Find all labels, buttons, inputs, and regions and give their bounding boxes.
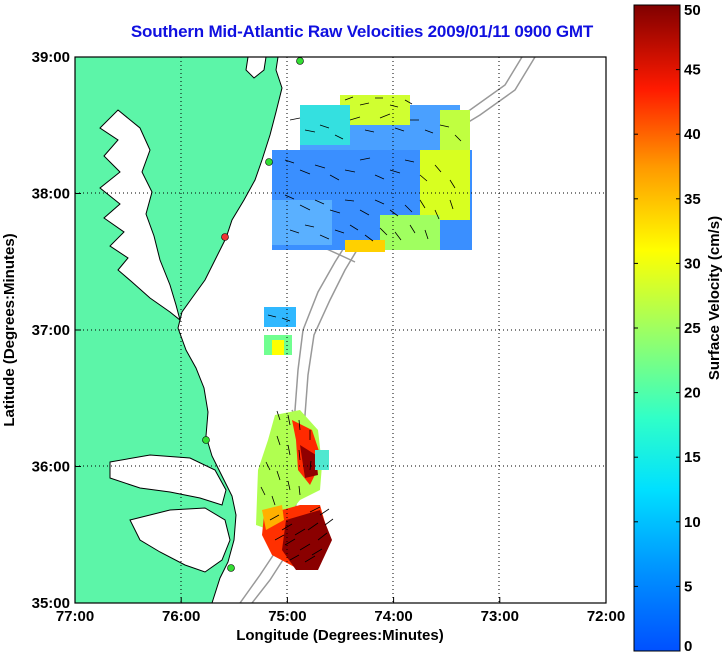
y-tick-label: 38:00 (32, 186, 70, 203)
x-tick-label: 75:00 (268, 608, 306, 625)
velocity-field-south (256, 410, 332, 570)
colorbar-tick-label: 10 (684, 514, 701, 531)
albemarle-sound (109, 454, 227, 506)
x-tick-label: 74:00 (374, 608, 412, 625)
colorbar-tick-label: 45 (684, 62, 701, 79)
colorbar (633, 4, 681, 652)
colorbar-label: Surface Velocity (cm/s) (706, 216, 723, 380)
colorbar-tick-label: 20 (684, 385, 701, 402)
station-markers (202, 57, 304, 572)
colorbar-tick-label: 0 (684, 638, 692, 655)
chesapeake-bay (99, 109, 181, 322)
y-tick-label: 36:00 (32, 459, 70, 476)
x-tick-label: 72:00 (587, 608, 625, 625)
velocity-field-north (272, 95, 472, 252)
map-title: Southern Mid-Atlantic Raw Velocities 200… (130, 22, 594, 41)
x-tick-label: 76:00 (162, 608, 200, 625)
grid-lines (75, 57, 606, 603)
colorbar-tick-label: 30 (684, 255, 701, 272)
colorbar-tick-label: 15 (684, 449, 701, 466)
y-tick-label: 37:00 (32, 322, 70, 339)
colorbar-tick-label: 40 (684, 126, 701, 143)
colorbar-tick-label: 35 (684, 191, 701, 208)
colorbar-tick-label: 50 (684, 2, 701, 19)
velocity-field-mid (264, 307, 296, 355)
colorbar-tick-label: 5 (684, 578, 692, 595)
delaware-bay (245, 57, 267, 79)
velocity-vectors (260, 96, 462, 563)
x-axis-ticks: 77:00 76:00 75:00 74:00 73:00 72:00 (56, 597, 625, 625)
x-axis-label: Longitude (Degrees:Minutes) (236, 627, 444, 644)
x-tick-label: 77:00 (56, 608, 94, 625)
y-tick-label: 35:00 (32, 595, 70, 612)
y-axis-label: Latitude (Degrees:Minutes) (1, 233, 18, 426)
y-tick-label: 39:00 (32, 49, 70, 66)
colorbar-tick-label: 25 (684, 320, 701, 337)
pamlico-sound (129, 507, 231, 573)
y-axis-ticks: 39:00 38:00 37:00 36:00 35:00 (32, 49, 81, 612)
x-tick-label: 73:00 (481, 608, 519, 625)
